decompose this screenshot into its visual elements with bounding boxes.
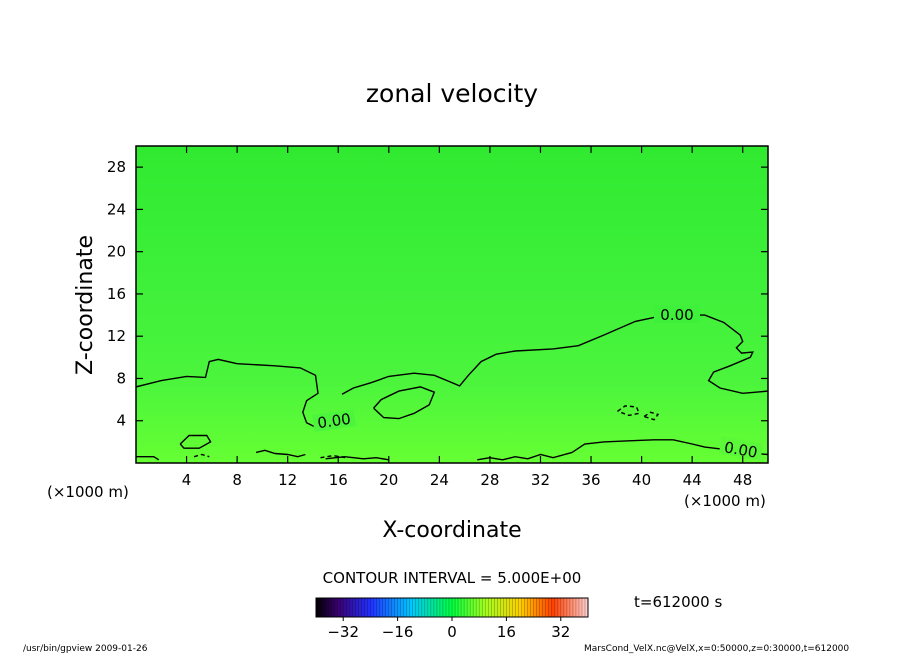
contour-label: 0.00 xyxy=(660,306,693,324)
colorbar-tick-label: −16 xyxy=(382,623,414,641)
x-tick-label: 8 xyxy=(232,471,242,489)
colorbar: −32 −16 0 16 32 xyxy=(315,597,589,641)
x-tick-label: 12 xyxy=(278,471,297,489)
x-tick-label: 28 xyxy=(480,471,499,489)
colorbar-tick-label: 16 xyxy=(497,623,516,641)
y-tick-label: 28 xyxy=(107,158,126,176)
contour-layer xyxy=(136,314,768,461)
velocity-field xyxy=(136,146,768,463)
x-tick-label: 4 xyxy=(182,471,192,489)
x-tick-label: 16 xyxy=(329,471,348,489)
x-tick-label: 36 xyxy=(581,471,600,489)
x-tick-label: 40 xyxy=(632,471,651,489)
plot-area: 0.00 0.00 0.00 4 8 12 16 20 24 28 32 36 40 44 48481… xyxy=(107,145,769,489)
contour-label-layer: 0.00 0.00 0.00 xyxy=(312,305,764,462)
colorbar-ticks: −32 −16 0 16 32 xyxy=(327,617,570,641)
contour-line xyxy=(617,405,641,417)
y-tick-label: 4 xyxy=(116,412,126,430)
contour-label: 0.00 xyxy=(316,410,352,432)
contour-line xyxy=(320,454,346,459)
colorbar-tick-label: 32 xyxy=(551,623,570,641)
contour-line xyxy=(373,386,436,420)
contour-line xyxy=(643,411,660,421)
x-axis-label: X-coordinate xyxy=(382,518,521,543)
y-tick-label: 24 xyxy=(107,200,126,218)
colorbar-tick-label: −32 xyxy=(327,623,359,641)
contour-line xyxy=(193,453,210,458)
colorbar-stripes xyxy=(318,598,586,617)
x-tick-label: 44 xyxy=(683,471,702,489)
contour-line xyxy=(136,456,160,461)
contour-line xyxy=(255,449,306,458)
y-tick-label: 12 xyxy=(107,327,126,345)
x-tick-label: 24 xyxy=(430,471,449,489)
colorbar-gradient xyxy=(316,598,588,617)
x-tick-label: 20 xyxy=(379,471,398,489)
contour-interval-note: CONTOUR INTERVAL = 5.000E+00 xyxy=(323,569,582,587)
contour-line xyxy=(136,358,319,428)
contour-label: 0.00 xyxy=(723,438,759,462)
footer-left: /usr/bin/gpview 2009-01-26 xyxy=(23,644,148,654)
footer-right: MarsCond_VelX.nc@VelX,x=0:50000,z=0:3000… xyxy=(584,644,849,654)
y-tick-label: 8 xyxy=(116,369,126,387)
x-tick-label: 48 xyxy=(733,471,752,489)
contour-line xyxy=(341,314,768,395)
x-tick-label: 32 xyxy=(531,471,550,489)
y-axis-label: Z-coordinate xyxy=(73,235,98,375)
x-axis-unit: (×1000 m) xyxy=(47,483,129,501)
contour-line xyxy=(179,434,212,449)
y-tick-label: 20 xyxy=(107,243,126,261)
colorbar-tick-label: 0 xyxy=(447,623,457,641)
chart-title: zonal velocity xyxy=(366,79,538,108)
y-axis-unit: (×1000 m) xyxy=(684,492,766,510)
time-label: t=612000 s xyxy=(634,593,722,611)
y-tick-label: 16 xyxy=(107,285,126,303)
plot-frame xyxy=(135,145,769,464)
contour-line xyxy=(477,451,573,461)
